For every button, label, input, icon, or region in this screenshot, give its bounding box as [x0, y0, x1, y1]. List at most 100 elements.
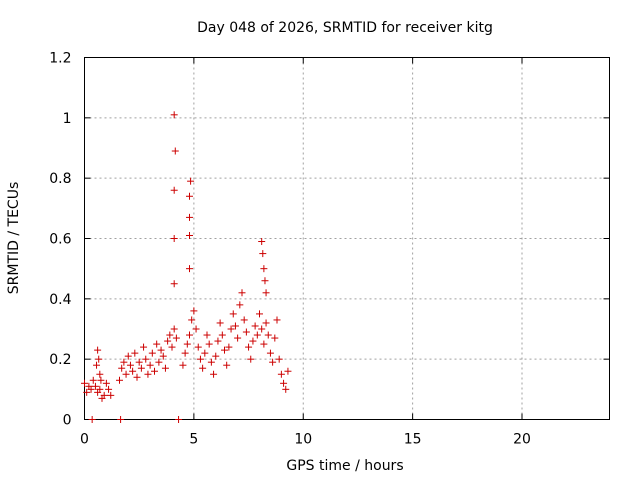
data-point [89, 376, 97, 384]
data-point [199, 364, 207, 372]
data-point [251, 322, 259, 330]
y-tick-label: 0 [63, 413, 72, 429]
data-point [266, 349, 274, 357]
data-point [170, 111, 178, 119]
x-tick-label: 15 [404, 432, 422, 448]
data-point [118, 364, 126, 372]
y-tick-label: 0.4 [49, 292, 71, 308]
data-point [142, 355, 150, 363]
data-point [172, 334, 180, 342]
data-point [227, 325, 235, 333]
data-point [148, 349, 156, 357]
x-tick-label: 10 [294, 432, 312, 448]
data-point [216, 319, 224, 327]
data-point [234, 334, 242, 342]
data-point [247, 355, 255, 363]
chart-title: Day 048 of 2026, SRMTID for receiver kit… [197, 20, 493, 36]
data-point [131, 349, 139, 357]
x-tick-label: 0 [80, 432, 89, 448]
data-point [159, 352, 167, 360]
y-tick-label: 1.2 [49, 51, 71, 67]
data-point [258, 238, 266, 246]
data-point [129, 367, 137, 375]
data-point [223, 361, 231, 369]
data-point [146, 361, 154, 369]
data-point [170, 235, 178, 242]
tick-layer: 0 5 10 15 20 0 0.2 0.4 0.6 0.8 1 1.2 [49, 51, 610, 448]
data-point [194, 343, 202, 351]
y-tick-label: 0.6 [49, 232, 71, 248]
data-point [245, 343, 253, 351]
data-point [175, 416, 183, 423]
data-point [284, 367, 292, 375]
data-point [225, 343, 233, 351]
data-point [170, 186, 178, 194]
data-point [260, 340, 268, 348]
data-point [262, 289, 270, 297]
data-point [186, 331, 193, 339]
data-point [262, 319, 270, 327]
data-point [275, 355, 283, 363]
data-point [83, 388, 91, 396]
data-point [170, 280, 178, 288]
data-point [212, 352, 220, 360]
data-point [100, 391, 108, 399]
data-point [190, 307, 198, 315]
data-point [186, 213, 193, 221]
data-point [240, 316, 248, 324]
data-point [96, 385, 104, 393]
data-point [214, 337, 222, 345]
data-point [153, 340, 161, 348]
data-point [151, 367, 158, 375]
x-axis-title: GPS time / hours [286, 458, 403, 474]
data-point [210, 370, 218, 378]
data-point [161, 364, 169, 372]
data-point [122, 370, 130, 378]
x-tick-label: 5 [189, 432, 198, 448]
data-point [81, 379, 88, 387]
data-point [186, 192, 193, 200]
data-point [171, 147, 179, 155]
data-point [93, 361, 101, 369]
data-point [170, 325, 178, 333]
data-point [120, 358, 128, 366]
data-point [116, 376, 123, 384]
data-point [105, 385, 113, 393]
data-point [157, 346, 165, 354]
data-point [137, 364, 145, 372]
data-point [258, 325, 266, 333]
data-point [168, 343, 176, 351]
data-point [249, 337, 257, 345]
data-point [280, 379, 288, 387]
data-point [95, 355, 103, 363]
data-point [261, 277, 269, 285]
data-point [117, 416, 125, 423]
data-point [140, 343, 148, 351]
data-point [166, 331, 174, 339]
data-point [259, 250, 267, 258]
data-point [264, 331, 272, 339]
data-point [124, 352, 132, 360]
y-tick-label: 0.8 [49, 171, 71, 187]
data-point [196, 355, 204, 363]
data-point [192, 325, 200, 333]
y-tick-label: 0.2 [49, 352, 71, 368]
data-point [164, 337, 172, 345]
data-point [231, 322, 239, 330]
data-point [144, 370, 152, 378]
data-point [238, 289, 246, 297]
data-point [273, 316, 281, 324]
data-point [229, 310, 237, 318]
data-point [236, 301, 244, 309]
data-point [88, 416, 96, 423]
data-point [242, 328, 250, 336]
data-point [133, 373, 141, 381]
data-point [203, 331, 211, 339]
data-point [126, 361, 134, 369]
data-point [186, 231, 193, 239]
data-point [269, 358, 277, 366]
data-point [256, 310, 263, 318]
data-point [181, 349, 189, 357]
data-point [187, 177, 195, 185]
